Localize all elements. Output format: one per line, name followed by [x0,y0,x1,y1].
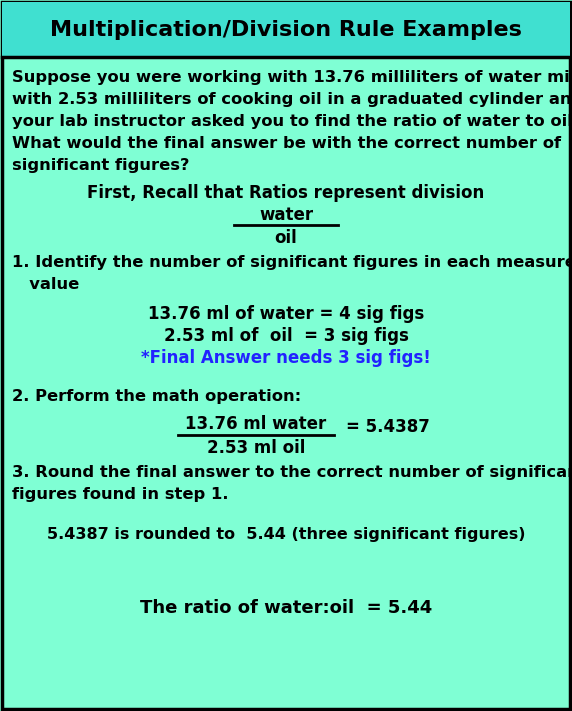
Text: value: value [12,277,80,292]
Text: water: water [259,206,313,224]
Text: figures found in step 1.: figures found in step 1. [12,487,228,502]
Text: Suppose you were working with 13.76 milliliters of water mixed: Suppose you were working with 13.76 mill… [12,70,572,85]
Text: your lab instructor asked you to find the ratio of water to oil.: your lab instructor asked you to find th… [12,114,572,129]
Text: What would the final answer be with the correct number of: What would the final answer be with the … [12,136,561,151]
Text: Multiplication/Division Rule Examples: Multiplication/Division Rule Examples [50,19,522,40]
Text: 5.4387 is rounded to  5.44 (three significant figures): 5.4387 is rounded to 5.44 (three signifi… [47,527,525,542]
Text: The ratio of water:oil  = 5.44: The ratio of water:oil = 5.44 [140,599,432,617]
Text: First, Recall that Ratios represent division: First, Recall that Ratios represent divi… [88,184,484,202]
Text: 1. Identify the number of significant figures in each measured: 1. Identify the number of significant fi… [12,255,572,270]
Text: 2. Perform the math operation:: 2. Perform the math operation: [12,389,301,404]
Text: 2.53 ml oil: 2.53 ml oil [207,439,305,457]
Bar [2,2,570,57]
Text: 3. Round the final answer to the correct number of significant: 3. Round the final answer to the correct… [12,465,572,480]
Text: 13.76 ml water: 13.76 ml water [185,415,327,433]
Text: with 2.53 milliliters of cooking oil in a graduated cylinder and: with 2.53 milliliters of cooking oil in … [12,92,572,107]
Text: 2.53 ml of  oil  = 3 sig figs: 2.53 ml of oil = 3 sig figs [164,327,408,345]
Text: = 5.4387: = 5.4387 [346,418,430,436]
Text: oil: oil [275,229,297,247]
Text: 13.76 ml of water = 4 sig figs: 13.76 ml of water = 4 sig figs [148,305,424,323]
Text: *Final Answer needs 3 sig figs!: *Final Answer needs 3 sig figs! [141,349,431,367]
Text: significant figures?: significant figures? [12,158,189,173]
